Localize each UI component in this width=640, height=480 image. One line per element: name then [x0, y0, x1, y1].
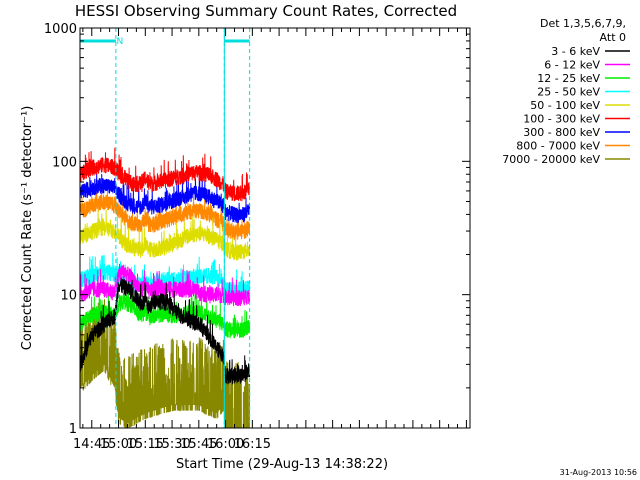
series-line-6: [79, 173, 251, 224]
series-line-7: [79, 188, 251, 241]
y-tick-label: 10: [60, 289, 77, 304]
y-axis-label: Corrected Count Rate (s⁻¹ detector⁻¹): [20, 106, 35, 351]
legend-label-0: 3 - 6 keV: [551, 45, 600, 58]
series-line-0: [79, 277, 251, 386]
legend-label-8: 7000 - 20000 keV: [502, 153, 600, 166]
x-tick-label: 16:15: [234, 437, 271, 452]
y-tick-label: 1: [69, 422, 77, 437]
x-tick-label: 14:45: [73, 437, 110, 452]
x-tick-label: 15:45: [180, 437, 217, 452]
y-tick-label: 100: [52, 155, 77, 170]
series-line-8: [79, 299, 251, 429]
legend-label-3: 25 - 50 keV: [537, 86, 600, 99]
annotation-0: N: [117, 37, 124, 47]
legend-label-6: 300 - 800 keV: [523, 126, 600, 139]
chart-title: HESSI Observing Summary Count Rates, Cor…: [75, 2, 457, 20]
legend-label-1: 6 - 12 keV: [544, 59, 600, 72]
y-tick-label: 1000: [44, 22, 77, 37]
x-tick-label: 16:00: [207, 437, 244, 452]
series-line-4: [79, 208, 251, 261]
series-line-1: [79, 263, 251, 307]
footer-date: 31-Aug-2013 10:56: [560, 468, 637, 477]
x-tick-label: 15:15: [127, 437, 164, 452]
legend-label-5: 100 - 300 keV: [523, 113, 600, 126]
series-line-2: [79, 289, 251, 339]
legend-label-7: 800 - 7000 keV: [516, 140, 600, 153]
x-tick-label: 15:00: [100, 437, 137, 452]
legend-label-4: 50 - 100 keV: [530, 99, 600, 112]
plot-area: N: [79, 28, 251, 429]
axes: 1 10 100 1000 14:4515:0015:1515:3015:4516:00…: [44, 22, 470, 452]
x-axis-label: Start Time (29-Aug-13 14:38:22): [176, 457, 388, 472]
plot-frame: [79, 27, 471, 429]
legend-header-line-2: Att 0: [600, 31, 626, 44]
legend-label-2: 12 - 25 keV: [537, 72, 600, 85]
series-line-5: [79, 147, 251, 202]
x-tick-label: 15:30: [153, 437, 190, 452]
legend-header-line-1: Det 1,3,5,6,7,9,: [540, 17, 626, 30]
